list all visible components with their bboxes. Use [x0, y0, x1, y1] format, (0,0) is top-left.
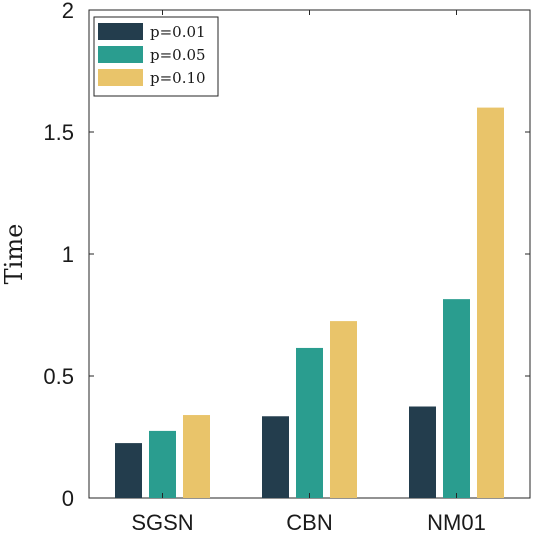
y-tick-label: 1 — [62, 242, 74, 267]
bar-cbn-series-2 — [296, 347, 323, 498]
legend-swatch — [98, 46, 143, 63]
x-axis-ticks: SGSN CBN NM01 — [131, 10, 486, 535]
bar-cbn-series-3 — [330, 321, 357, 498]
bar-cbn-series-1 — [262, 416, 289, 498]
legend-swatch — [98, 69, 143, 86]
bar-sgsn-series-1 — [115, 443, 142, 498]
y-tick-label: 2 — [62, 0, 74, 23]
legend-entry-label: p=0.01 — [150, 23, 206, 41]
bar-nm01-series-2 — [443, 299, 470, 498]
x-category-label: NM01 — [427, 510, 486, 535]
x-category-label: SGSN — [131, 510, 193, 535]
legend-swatch — [98, 23, 143, 40]
legend-entry-label: p=0.05 — [150, 46, 206, 64]
legend: p=0.01 p=0.05 p=0.10 — [93, 16, 219, 97]
bar-nm01-series-1 — [409, 406, 436, 498]
x-category-label: CBN — [286, 510, 332, 535]
legend-entry-label: p=0.10 — [150, 69, 206, 87]
bar-nm01-series-3 — [477, 107, 504, 498]
y-tick-label: 0.5 — [43, 364, 74, 389]
y-axis-label: Time — [0, 224, 28, 285]
bars-group — [115, 107, 504, 498]
y-tick-label: 1.5 — [43, 120, 74, 145]
bar-sgsn-series-3 — [183, 415, 210, 498]
y-axis-ticks: 0 0.5 1 1.5 2 — [43, 0, 530, 511]
y-tick-label: 0 — [62, 486, 74, 511]
bar-sgsn-series-2 — [149, 430, 176, 498]
